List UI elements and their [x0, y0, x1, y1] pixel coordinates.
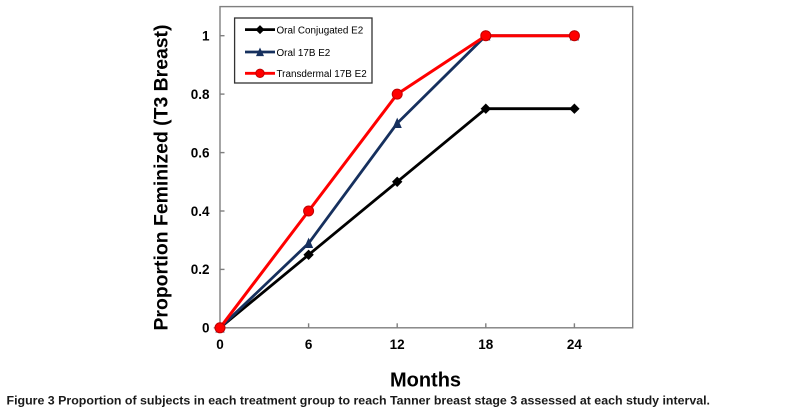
- svg-text:0: 0: [202, 321, 210, 336]
- svg-text:6: 6: [305, 337, 313, 352]
- svg-text:Months: Months: [390, 370, 461, 392]
- svg-text:0: 0: [216, 337, 224, 352]
- svg-text:12: 12: [390, 337, 405, 352]
- svg-text:0.6: 0.6: [191, 145, 210, 160]
- svg-text:18: 18: [478, 337, 494, 352]
- svg-text:Proportion Feminized (T3 Breas: Proportion Feminized (T3 Breast): [150, 25, 172, 331]
- svg-text:0.4: 0.4: [191, 204, 210, 219]
- svg-text:Oral Conjugated E2: Oral Conjugated E2: [277, 26, 364, 37]
- svg-text:24: 24: [567, 337, 583, 352]
- svg-text:Figure 3 Proportion of subject: Figure 3 Proportion of subjects in each …: [7, 394, 711, 408]
- svg-text:0.8: 0.8: [191, 87, 210, 102]
- svg-text:Oral 17B E2: Oral 17B E2: [277, 48, 331, 59]
- svg-text:0.2: 0.2: [191, 262, 210, 277]
- svg-text:Transdermal 17B E2: Transdermal 17B E2: [277, 69, 367, 80]
- svg-text:1: 1: [202, 29, 210, 44]
